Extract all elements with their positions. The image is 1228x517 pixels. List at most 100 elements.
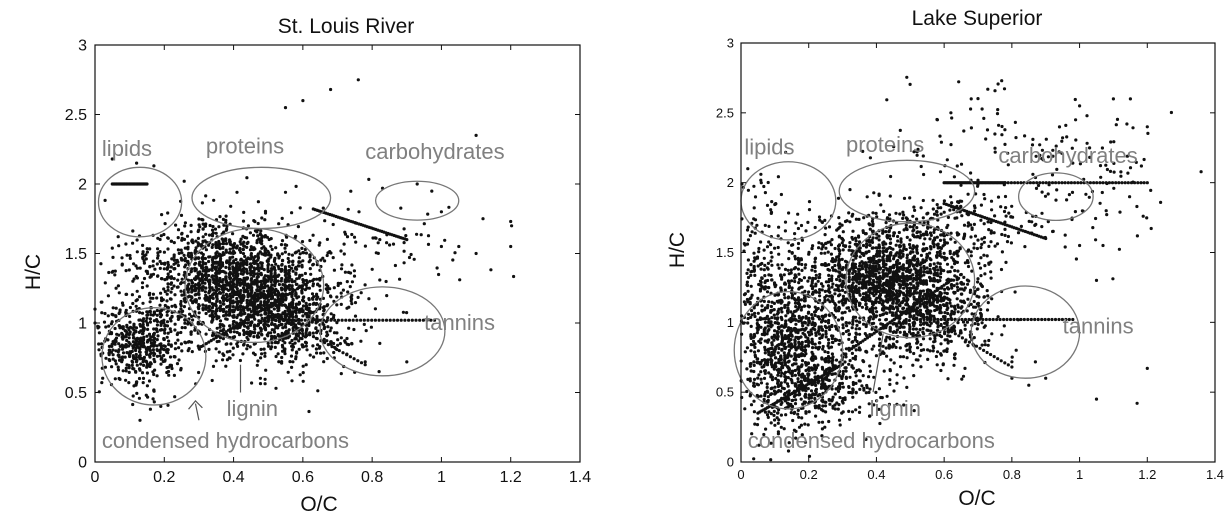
data-point	[250, 288, 254, 292]
data-point	[144, 257, 148, 261]
data-point	[339, 336, 343, 340]
data-point	[915, 231, 919, 235]
data-point	[308, 255, 312, 259]
data-point	[196, 241, 200, 245]
data-point	[340, 263, 344, 267]
data-point	[235, 287, 239, 291]
data-point	[145, 316, 149, 320]
data-point	[155, 296, 159, 300]
data-point	[242, 342, 246, 346]
data-point	[837, 243, 842, 247]
data-point	[159, 323, 163, 327]
data-point	[277, 282, 281, 287]
data-point	[225, 260, 229, 264]
data-point	[335, 303, 339, 307]
data-point	[301, 99, 305, 103]
data-point	[410, 318, 414, 322]
data-point	[891, 247, 895, 251]
data-point	[786, 241, 790, 245]
data-point	[357, 210, 361, 214]
data-point	[810, 268, 814, 272]
data-point	[339, 291, 343, 295]
data-point	[868, 308, 872, 312]
data-point	[134, 348, 138, 353]
data-point	[905, 348, 909, 352]
data-point	[225, 298, 229, 303]
data-point	[201, 252, 205, 257]
data-point	[179, 282, 183, 286]
data-point	[328, 329, 332, 333]
data-point	[207, 233, 212, 237]
data-point	[208, 278, 212, 282]
data-point	[921, 198, 925, 203]
data-point	[141, 344, 145, 349]
data-point	[844, 329, 849, 334]
data-point	[341, 351, 345, 355]
data-point	[345, 336, 349, 341]
data-point	[125, 323, 129, 327]
data-point	[307, 298, 311, 302]
data-point	[807, 250, 811, 254]
data-point	[914, 333, 918, 337]
data-point	[214, 267, 218, 271]
data-point	[111, 306, 115, 310]
data-point	[263, 377, 267, 381]
data-point	[241, 269, 245, 273]
data-point	[142, 276, 147, 281]
data-point	[103, 365, 107, 369]
data-point	[270, 291, 274, 295]
data-point	[146, 327, 150, 331]
data-point	[160, 277, 164, 281]
data-point	[177, 251, 181, 255]
data-point	[912, 295, 916, 299]
data-point	[288, 341, 292, 345]
data-point	[140, 311, 145, 315]
data-point	[885, 311, 889, 315]
data-point	[142, 261, 146, 265]
data-point	[116, 284, 120, 288]
data-point	[288, 318, 292, 322]
data-point	[241, 296, 245, 300]
data-point	[281, 339, 285, 343]
data-point	[172, 277, 176, 281]
data-point	[120, 263, 124, 267]
data-point	[185, 234, 190, 238]
data-point	[302, 251, 306, 255]
data-point	[239, 288, 243, 293]
data-point	[194, 256, 198, 260]
data-point	[426, 234, 431, 238]
data-point	[253, 317, 257, 321]
data-point	[848, 245, 852, 249]
data-point	[172, 241, 176, 245]
data-point	[321, 206, 325, 210]
data-point	[224, 310, 228, 314]
data-point	[402, 241, 406, 245]
data-point	[141, 381, 145, 385]
data-point	[284, 330, 288, 334]
data-point	[137, 396, 141, 400]
data-point	[902, 286, 906, 290]
data-point	[367, 177, 371, 181]
data-point	[221, 358, 225, 362]
data-point	[837, 265, 841, 269]
data-point	[225, 283, 229, 287]
data-point	[881, 251, 885, 255]
x-tick-label: 0.8	[361, 469, 383, 486]
data-point	[214, 309, 218, 314]
data-point	[220, 237, 224, 241]
data-point	[301, 379, 305, 383]
data-point	[307, 315, 311, 319]
data-point	[156, 256, 160, 260]
data-point	[274, 262, 278, 266]
data-point	[911, 229, 915, 233]
data-point	[403, 318, 407, 322]
data-point	[156, 334, 160, 338]
data-point	[363, 283, 367, 287]
data-point	[252, 274, 256, 278]
data-point	[908, 268, 913, 272]
data-point	[838, 225, 842, 229]
data-point	[308, 302, 312, 307]
data-point	[281, 349, 285, 353]
data-point	[263, 337, 267, 341]
data-point	[193, 328, 197, 332]
